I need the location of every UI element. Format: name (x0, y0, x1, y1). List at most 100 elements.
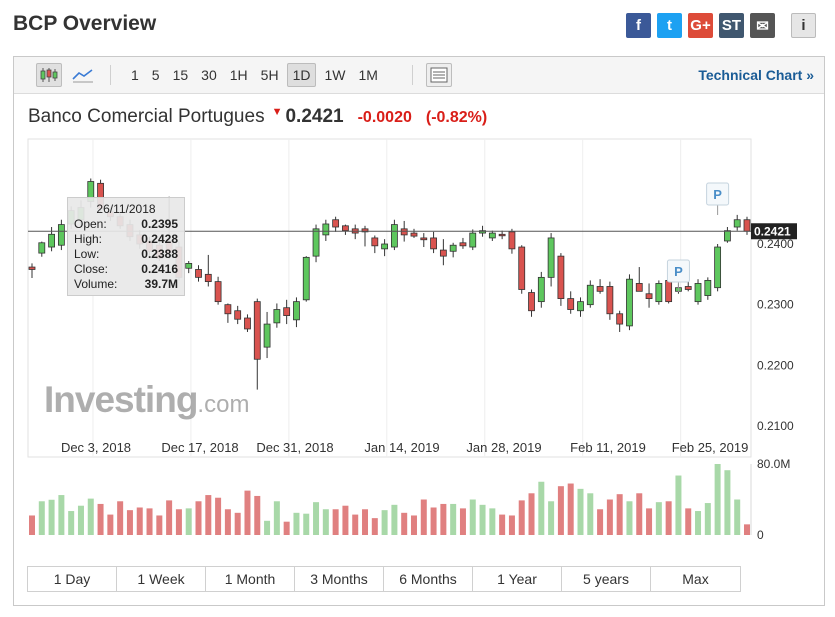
price-change: -0.0020 (357, 109, 412, 126)
candle[interactable] (714, 244, 722, 292)
twitter-icon[interactable]: t (657, 13, 682, 38)
candle[interactable] (244, 314, 251, 332)
range-1-day[interactable]: 1 Day (28, 567, 117, 591)
range-3-months[interactable]: 3 Months (295, 567, 384, 591)
marker-flag[interactable] (706, 182, 730, 215)
candle[interactable] (704, 277, 712, 300)
candle[interactable] (253, 298, 261, 390)
volume-bar (401, 512, 408, 535)
candle[interactable] (430, 231, 437, 254)
candle[interactable] (195, 265, 202, 282)
price-chart[interactable]: 0.2100 0.2200 0.2300 0.2400 Dec 3, 2018 Dec 1… (14, 57, 824, 567)
candle[interactable] (361, 225, 369, 247)
range-5-years[interactable]: 5 years (562, 567, 651, 591)
candle[interactable] (635, 267, 643, 292)
candle[interactable] (449, 242, 457, 258)
candle[interactable] (459, 237, 467, 249)
range-1-week[interactable]: 1 Week (117, 567, 206, 591)
marker-flag[interactable] (666, 259, 690, 292)
interval-1[interactable]: 1 (131, 67, 139, 83)
candle[interactable] (596, 279, 604, 294)
tooltip-label: Volume: (74, 277, 118, 291)
candle[interactable] (57, 219, 65, 251)
candle[interactable] (224, 303, 232, 323)
volume-bar (636, 493, 643, 535)
interval-30[interactable]: 30 (201, 67, 217, 83)
volume-bar (518, 500, 525, 535)
candle[interactable] (518, 245, 526, 294)
candle[interactable] (488, 230, 496, 241)
candle[interactable] (547, 233, 555, 287)
candle[interactable] (616, 310, 624, 332)
candle[interactable] (214, 276, 222, 305)
candle[interactable] (528, 289, 535, 317)
chart-settings-button[interactable] (426, 63, 452, 87)
interval-1d[interactable]: 1D (286, 63, 317, 87)
candle[interactable] (439, 239, 447, 266)
interval-1h[interactable]: 1H (229, 67, 248, 83)
candle-body-down (371, 237, 379, 247)
range-1-month[interactable]: 1 Month (206, 567, 295, 591)
candle[interactable] (508, 228, 516, 254)
candle[interactable] (332, 216, 340, 232)
candle[interactable] (38, 241, 46, 257)
candle[interactable] (234, 305, 242, 325)
candle[interactable] (381, 239, 389, 257)
info-icon[interactable]: i (791, 13, 816, 38)
candle[interactable] (28, 263, 36, 278)
candle[interactable] (655, 280, 663, 305)
candle[interactable] (586, 280, 594, 308)
candle[interactable] (724, 227, 731, 243)
interval-5[interactable]: 5 (151, 67, 160, 83)
candle[interactable] (273, 303, 281, 328)
candle[interactable] (371, 235, 379, 254)
candle[interactable] (733, 214, 741, 231)
area-chart-button[interactable] (70, 63, 96, 87)
candle[interactable] (577, 297, 584, 317)
stocktwits-icon[interactable]: ST (719, 13, 744, 38)
candle[interactable] (694, 279, 702, 305)
candle-body-down (459, 242, 467, 247)
candle[interactable] (645, 283, 653, 308)
volume-bar (685, 508, 692, 535)
email-icon[interactable]: ✉ (750, 13, 775, 38)
candle-body-up (273, 309, 281, 324)
candle[interactable] (626, 274, 633, 331)
interval-15[interactable]: 15 (172, 67, 189, 83)
candle[interactable] (312, 224, 320, 263)
candle[interactable] (390, 219, 398, 251)
candle[interactable] (557, 253, 565, 306)
range-max[interactable]: Max (682, 571, 709, 587)
candle[interactable] (410, 228, 418, 238)
interval-1w[interactable]: 1W (324, 67, 346, 83)
candle[interactable] (498, 230, 506, 240)
candle[interactable] (537, 271, 545, 308)
x-tick-label: Feb 25, 2019 (672, 440, 749, 455)
google-plus-icon[interactable]: G+ (688, 13, 713, 38)
down-arrow-icon: ▼ (271, 106, 283, 118)
candle[interactable] (469, 229, 477, 251)
candle[interactable] (293, 297, 300, 328)
candle[interactable] (204, 254, 212, 287)
technical-chart-link[interactable]: Technical Chart » (698, 67, 814, 83)
candle[interactable] (743, 216, 751, 235)
range-6-months[interactable]: 6 Months (384, 567, 473, 591)
candle[interactable] (302, 256, 310, 302)
interval-1m[interactable]: 1M (358, 67, 378, 83)
candle[interactable] (48, 227, 55, 252)
range-1-year[interactable]: 1 Year (473, 567, 562, 591)
interval-5h[interactable]: 5H (260, 67, 279, 83)
candle[interactable] (684, 281, 692, 292)
candle[interactable] (567, 291, 575, 314)
candle[interactable] (263, 311, 271, 359)
candle[interactable] (351, 224, 359, 240)
candle[interactable] (283, 299, 291, 325)
candle[interactable] (342, 224, 349, 235)
candle[interactable] (185, 260, 193, 274)
candle[interactable] (420, 233, 428, 248)
candle[interactable] (606, 281, 614, 320)
marker-label: P (713, 187, 722, 202)
candlestick-chart-button[interactable] (36, 63, 62, 87)
candle[interactable] (322, 219, 330, 241)
facebook-icon[interactable]: f (626, 13, 651, 38)
